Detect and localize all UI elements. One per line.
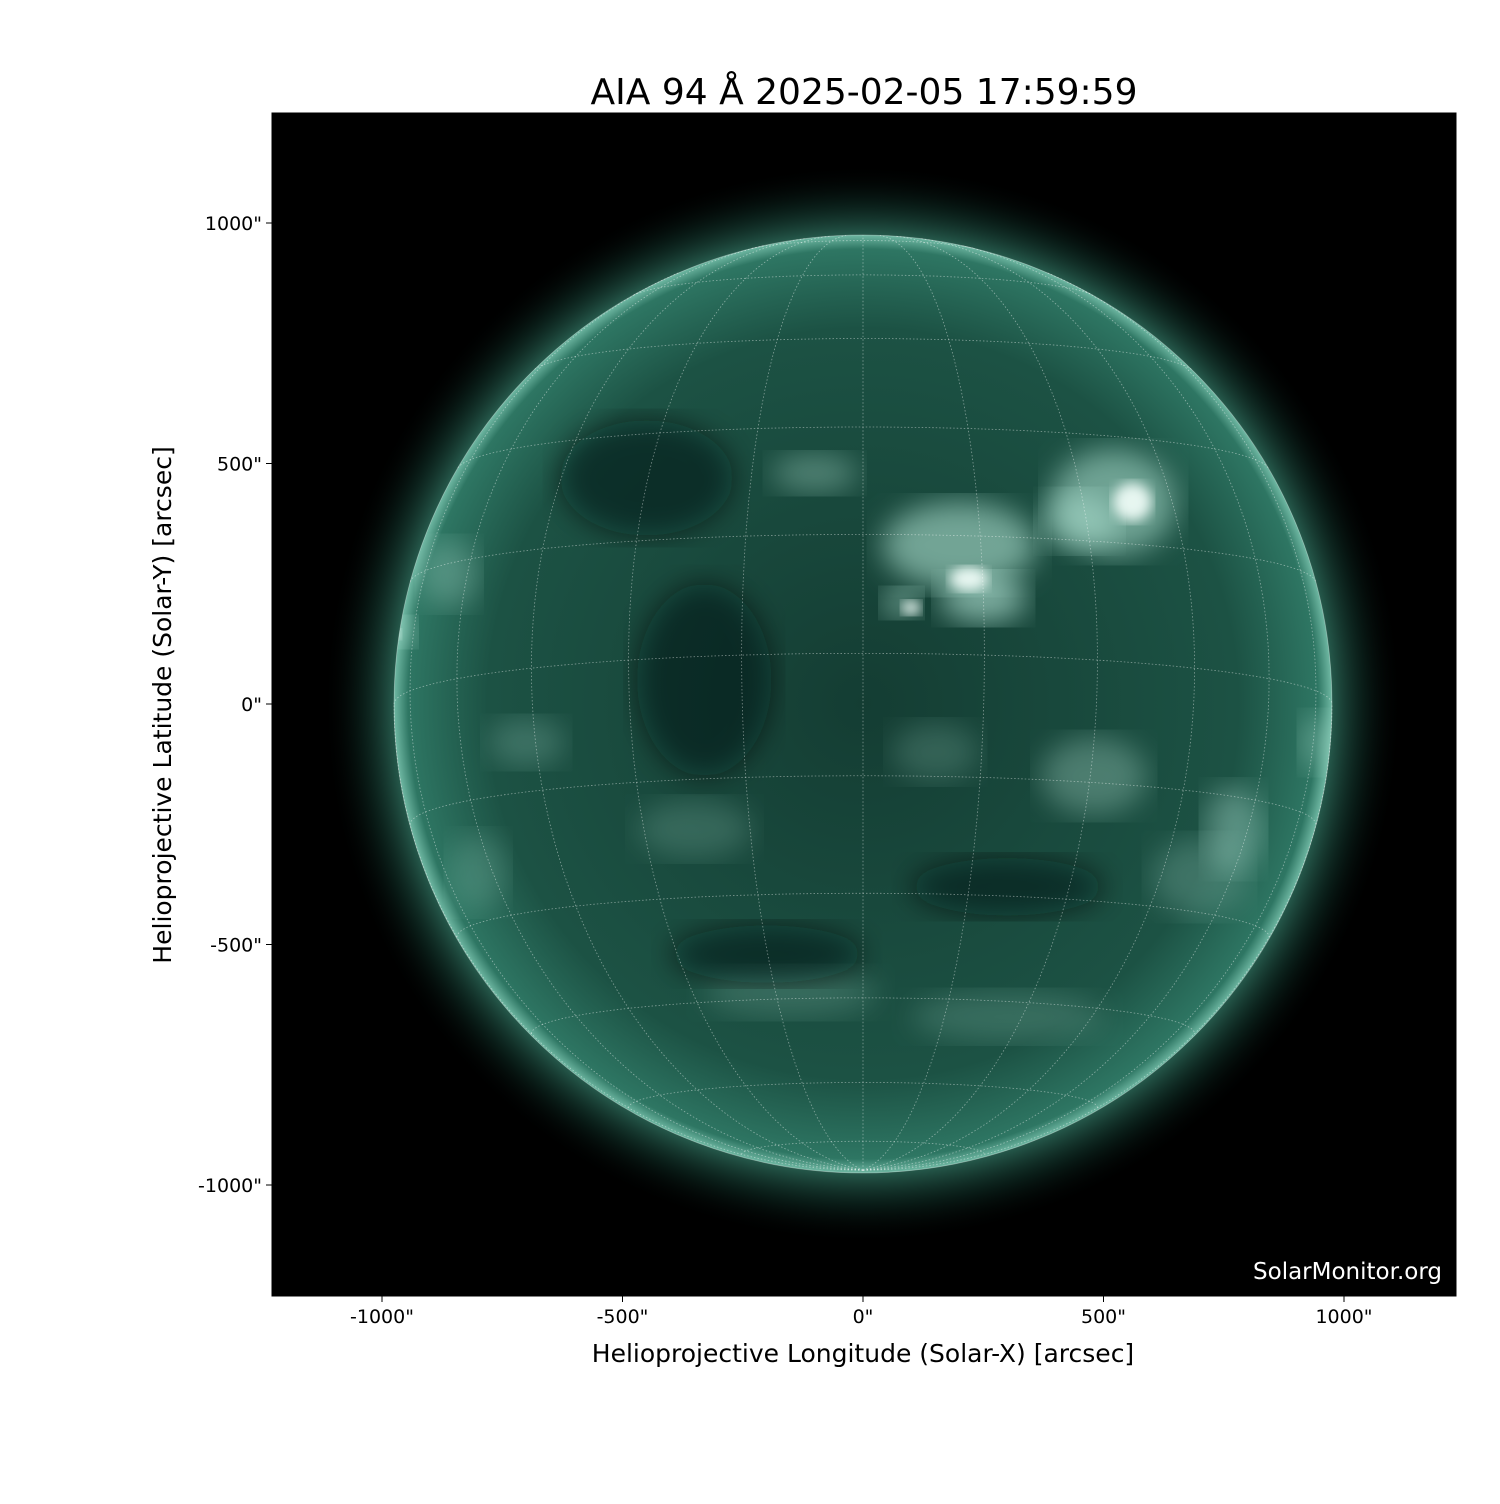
bright-region [449, 833, 508, 911]
heliographic-grid [393, 234, 1333, 1174]
bright-region [487, 718, 565, 767]
y-axis-label: Helioprojective Latitude (Solar-Y) [arcs… [148, 446, 177, 963]
bright-region [882, 501, 1037, 589]
bright-region [891, 723, 979, 781]
grid-line [628, 1081, 1098, 1108]
grid-line [456, 892, 1270, 938]
grid-line [409, 534, 1317, 582]
flare-core [1113, 482, 1152, 522]
coronal-hole [911, 857, 1104, 916]
bright-region [911, 992, 1104, 1041]
coronal-hole [636, 583, 772, 777]
grid-line [862, 235, 985, 1171]
limb [393, 234, 1333, 1174]
grid-line [393, 703, 864, 1171]
grid-line [534, 338, 1192, 370]
bright-region [636, 800, 753, 858]
y-axis: -1000" -500" 0" 500" 1000" [198, 213, 272, 1197]
x-tick-label: 500" [1081, 1306, 1126, 1328]
x-axis-label: Helioprojective Longitude (Solar-X) [arc… [592, 1339, 1134, 1368]
y-tick-label: 0" [241, 694, 262, 716]
y-tick-label: 500" [217, 454, 262, 476]
x-tick-label: -500" [597, 1306, 649, 1328]
bright-region [1151, 838, 1248, 916]
x-tick-label: -1000" [350, 1306, 414, 1328]
grid-line [409, 775, 1317, 825]
grid-line [633, 274, 1093, 296]
plot-area: SolarMonitor.org [272, 113, 1456, 1296]
grid-line [531, 997, 1195, 1034]
watermark: SolarMonitor.org [1253, 1259, 1442, 1285]
bright-region [1040, 492, 1118, 551]
grid-line [862, 703, 1333, 1171]
y-tick-label: -1000" [198, 1175, 262, 1197]
grid-line [741, 1140, 985, 1155]
chart-title: AIA 94 Å 2025-02-05 17:59:59 [591, 70, 1138, 113]
bright-region [771, 453, 859, 493]
grid-line [530, 238, 864, 1171]
coronal-hole [670, 925, 863, 983]
grid-line [409, 272, 864, 1171]
x-tick-label: 0" [853, 1306, 874, 1328]
y-tick-label: 1000" [205, 213, 262, 235]
grid-line [628, 235, 864, 1171]
grid-line [862, 272, 1317, 1171]
bright-region [420, 540, 479, 608]
bright-region [1040, 737, 1147, 815]
coronal-hole [559, 420, 734, 536]
grid-line [457, 426, 1269, 469]
grid-line [862, 235, 1098, 1171]
y-tick-label: -500" [210, 935, 262, 957]
x-axis: -1000" -500" 0" 500" 1000" [350, 1296, 1373, 1328]
x-tick-label: 1000" [1315, 1306, 1372, 1328]
flare-core [949, 566, 989, 591]
grid-line [393, 653, 1333, 705]
grid-line [456, 245, 864, 1171]
grid-line [741, 235, 864, 1171]
grid-line [862, 238, 1196, 1171]
grid-line [862, 245, 1270, 1171]
flare-core [901, 600, 921, 616]
active-regions [394, 420, 1332, 1041]
